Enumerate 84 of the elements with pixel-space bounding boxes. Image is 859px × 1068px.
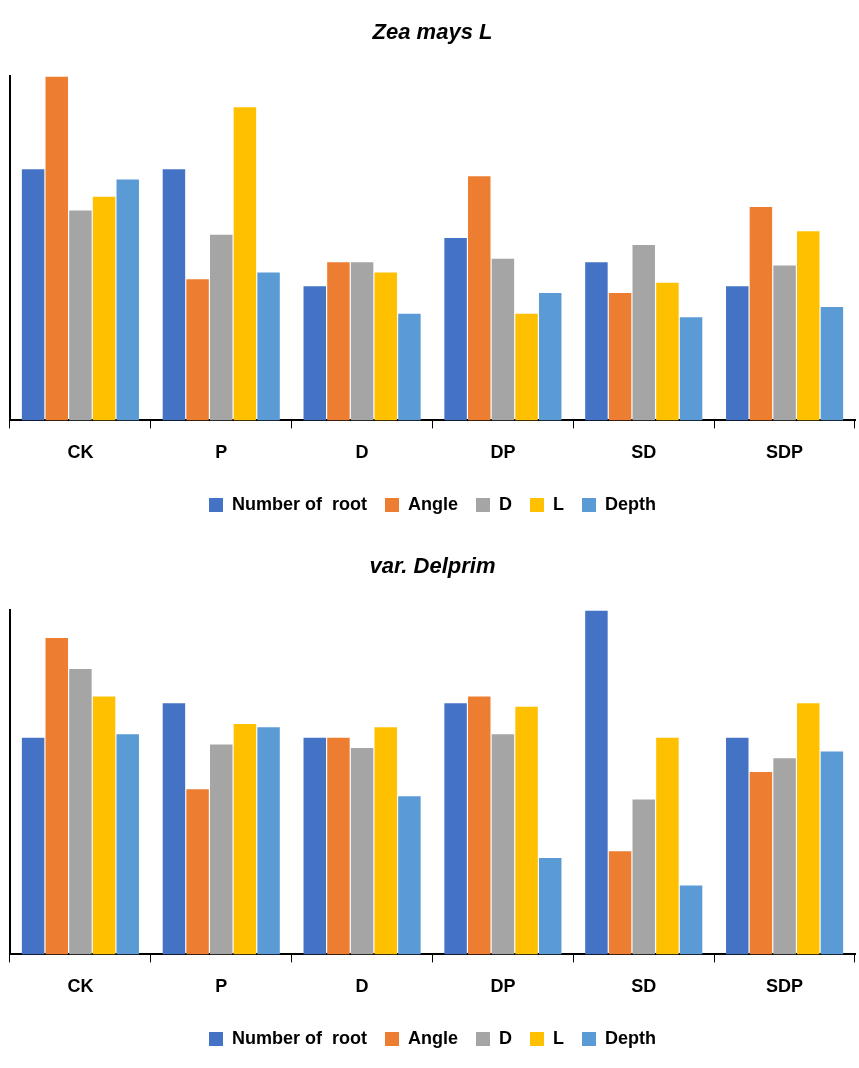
bar — [608, 851, 632, 955]
bar — [374, 727, 397, 955]
legend-label: Angle — [408, 1027, 459, 1048]
bar — [820, 306, 844, 421]
x-tick-label: SDP — [766, 442, 804, 463]
bar — [45, 76, 68, 421]
bar — [515, 706, 538, 955]
bar — [69, 210, 92, 421]
bar — [257, 727, 280, 955]
legend-label: D — [499, 493, 512, 514]
bar — [539, 858, 562, 955]
bar — [162, 703, 186, 955]
bar — [632, 799, 655, 955]
x-tick-label: SD — [631, 976, 657, 997]
bar — [773, 265, 796, 421]
bar — [491, 734, 515, 955]
bar — [726, 737, 749, 955]
bar — [45, 637, 68, 955]
bar — [350, 748, 374, 955]
bar — [162, 169, 186, 421]
legend-label: Angle — [408, 493, 459, 514]
legend-label: D — [499, 1027, 512, 1048]
x-tick-label: D — [355, 976, 369, 997]
bar — [539, 293, 562, 421]
bar — [303, 286, 326, 421]
bar — [398, 313, 421, 421]
bar — [468, 176, 491, 421]
legend-label: L — [553, 493, 564, 514]
bar — [491, 258, 515, 421]
bar — [116, 734, 139, 955]
bar — [444, 238, 467, 421]
bar — [444, 703, 467, 955]
bar — [468, 696, 491, 955]
bar — [350, 262, 374, 421]
bar — [632, 244, 655, 421]
bar — [21, 169, 45, 421]
bar — [679, 885, 703, 955]
chart-title: var. Delprim — [369, 553, 496, 579]
x-tick-label: SD — [631, 442, 657, 463]
x-tick-label: CK — [67, 976, 94, 997]
legend-label: Depth — [605, 1027, 656, 1048]
bar — [608, 293, 632, 421]
bar — [92, 696, 116, 955]
bar — [186, 279, 209, 421]
bar — [21, 737, 45, 955]
bar — [327, 262, 350, 421]
legend-label: Depth — [605, 493, 656, 514]
legend-label: L — [553, 1027, 564, 1048]
bar — [585, 262, 608, 421]
x-tick-label: CK — [67, 442, 94, 463]
x-tick-label: P — [215, 442, 228, 463]
bar — [69, 668, 92, 955]
x-tick-label: D — [355, 442, 369, 463]
x-tick-label: DP — [490, 976, 516, 997]
bar — [585, 610, 608, 955]
bar — [303, 737, 326, 955]
bar — [210, 234, 233, 421]
x-tick-label: SDP — [766, 976, 804, 997]
bar — [679, 317, 703, 421]
bar — [773, 758, 796, 955]
bar — [327, 737, 350, 955]
legend-label: Number of root — [232, 493, 368, 514]
bar — [749, 207, 773, 421]
bar — [820, 751, 844, 955]
chart-title: Zea mays L — [371, 19, 493, 45]
bar — [515, 313, 538, 421]
bar — [116, 179, 139, 421]
legend-label: Number of root — [232, 1027, 368, 1048]
bar — [656, 737, 679, 955]
bar — [797, 703, 820, 955]
x-tick-label: DP — [490, 442, 516, 463]
bar — [797, 231, 820, 421]
bar — [233, 107, 257, 421]
bar — [257, 272, 280, 421]
bar — [656, 282, 679, 421]
bar — [186, 789, 209, 955]
bar — [398, 796, 421, 955]
bar — [749, 772, 773, 955]
bar — [233, 723, 257, 955]
bar — [210, 744, 233, 955]
bar — [374, 272, 397, 421]
bar — [92, 196, 116, 421]
x-tick-label: P — [215, 976, 228, 997]
bar — [726, 286, 749, 421]
